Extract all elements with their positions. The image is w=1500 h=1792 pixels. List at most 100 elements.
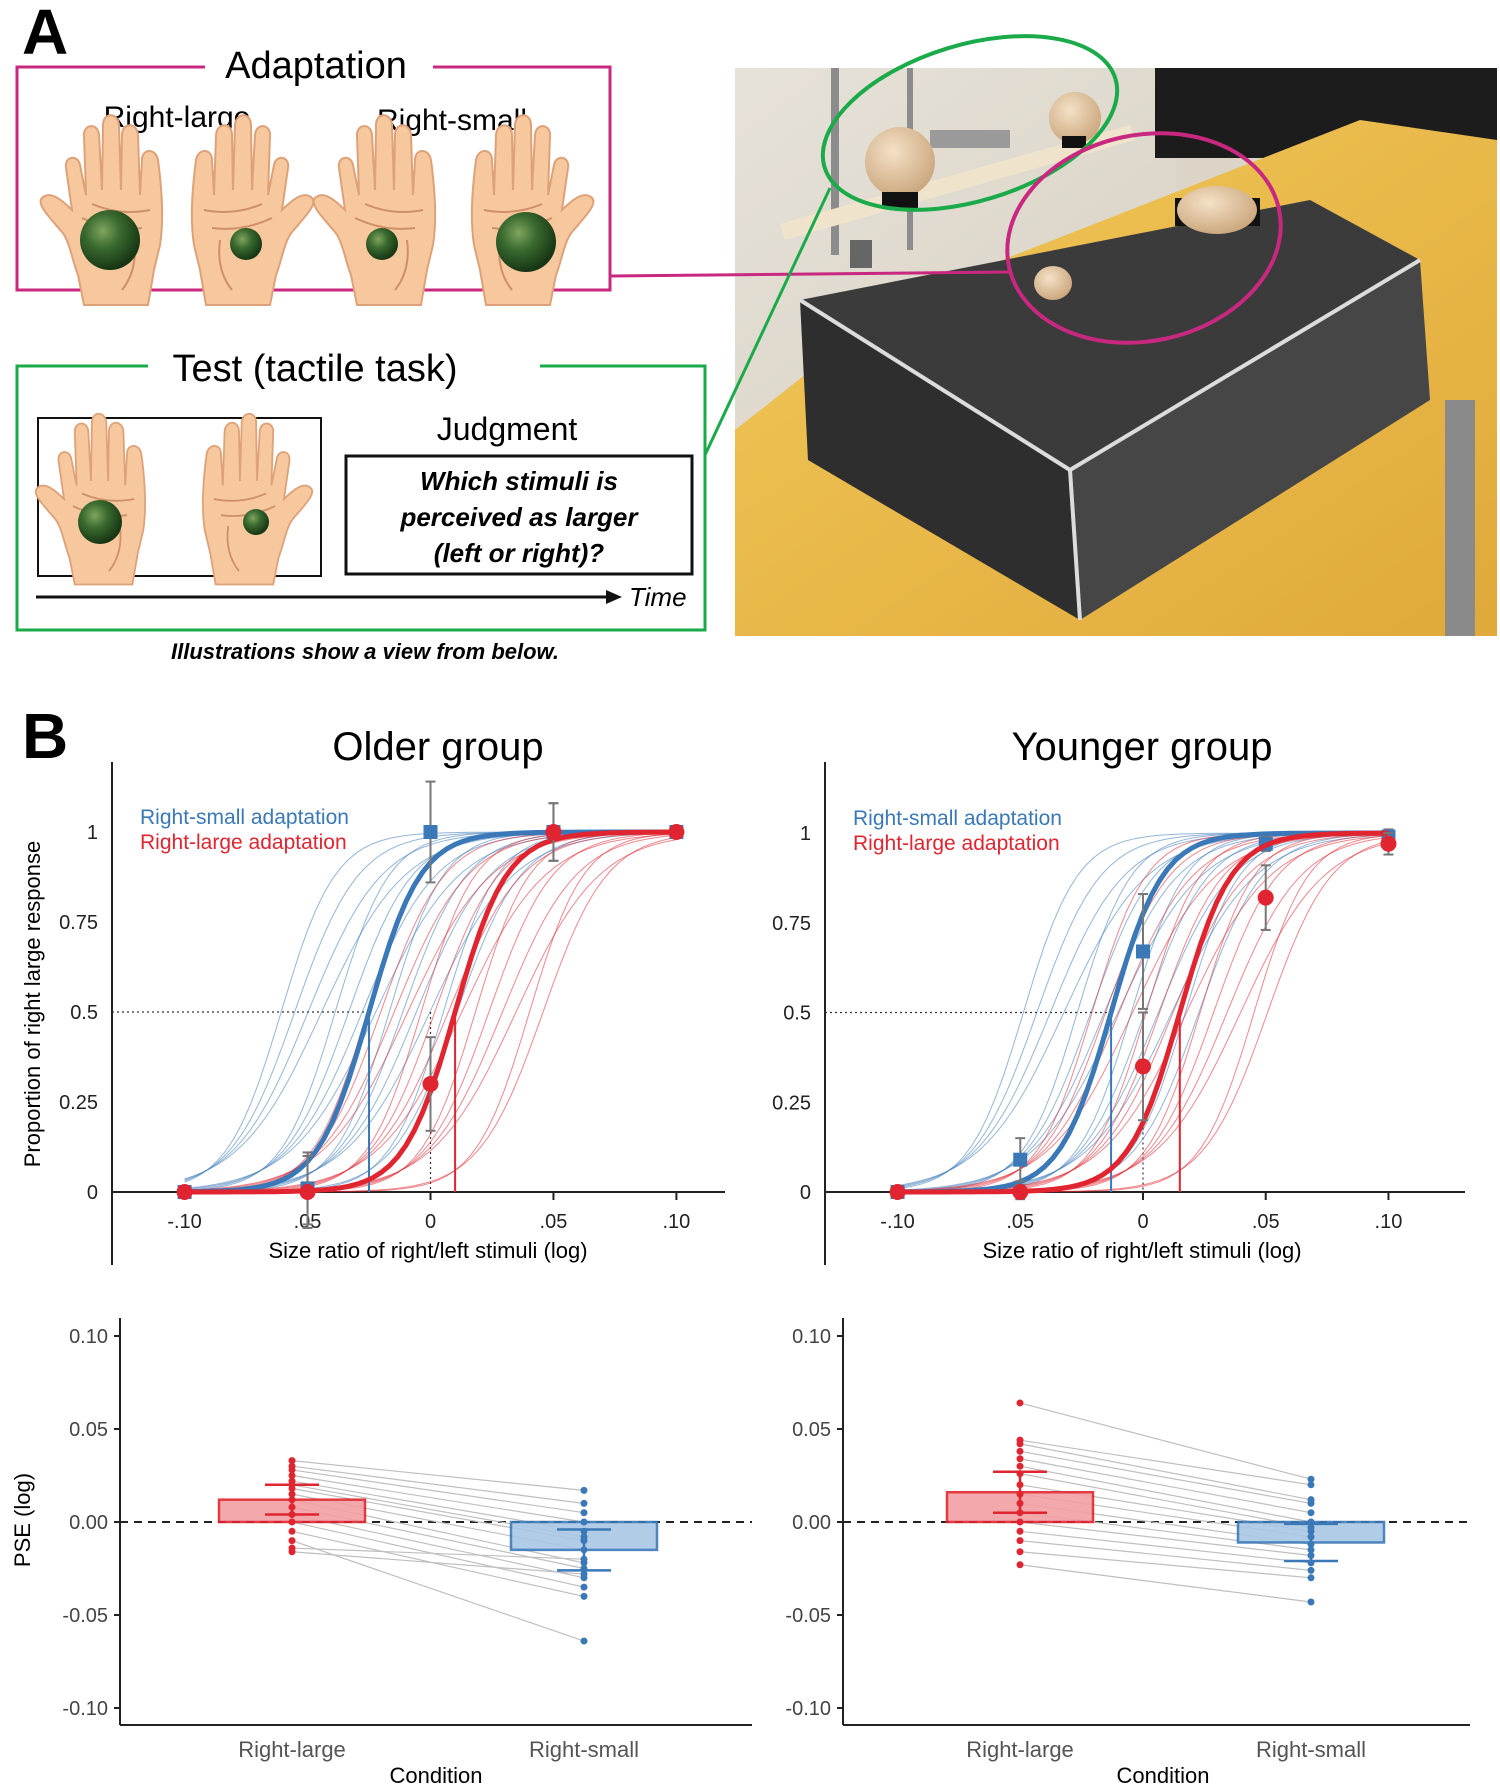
data-point-large <box>889 1184 906 1200</box>
dot-right-large <box>288 1527 296 1535</box>
individual-pair-line <box>291 1540 585 1642</box>
category-label: Right-large <box>238 1737 346 1762</box>
older-pse-plot: -0.10 -0.05 0.00 0.05 0.10 Right-large Right-s… <box>62 1318 752 1762</box>
individual-pair-line <box>1019 1473 1312 1529</box>
individual-pair-line <box>1019 1450 1312 1504</box>
dot-right-large <box>1016 1455 1024 1463</box>
dot-right-small <box>580 1570 588 1578</box>
individual-pair-line <box>291 1474 585 1523</box>
individual-curve-small <box>897 832 1389 1190</box>
x-tick-label: .10 <box>663 1211 691 1233</box>
younger-pse-plot: -0.10 -0.05 0.00 0.05 0.10 Right-large Right-s… <box>785 1318 1470 1762</box>
older-group-title: Older group <box>332 725 543 769</box>
illustration-caption: Illustrations show a view from below. <box>171 639 559 664</box>
individual-pair-line <box>1019 1521 1312 1557</box>
individual-pair-line <box>1019 1439 1312 1486</box>
hand-icon-test-2 <box>201 412 314 586</box>
data-point-large <box>545 824 562 840</box>
dot-right-large <box>288 1511 296 1519</box>
dot-right-small <box>1307 1546 1315 1554</box>
bar-x-label-younger: Condition <box>1117 1763 1210 1788</box>
dot-right-large <box>1016 1481 1024 1489</box>
adaptation-title: Adaptation <box>225 45 407 87</box>
dot-right-large <box>1016 1537 1024 1545</box>
x-tick-label: -.10 <box>880 1211 914 1233</box>
category-label: Right-large <box>966 1737 1074 1762</box>
individual-pair-line <box>291 1551 585 1575</box>
individual-pair-line <box>291 1460 585 1491</box>
individual-pair-line <box>291 1513 585 1579</box>
dot-right-large <box>1016 1470 1024 1478</box>
dot-right-small <box>580 1637 588 1645</box>
judgment-title: Judgment <box>437 411 578 447</box>
dot-right-large <box>1016 1499 1024 1507</box>
hand-icon-adapt-3 <box>312 114 437 306</box>
x-tick-label: -.10 <box>167 1211 201 1233</box>
dot-right-large <box>1016 1440 1024 1448</box>
dot-right-large <box>288 1503 296 1511</box>
panel-b-letter: B <box>22 700 68 772</box>
dot-right-large <box>288 1481 296 1489</box>
y-tick-label: 0 <box>800 1182 811 1204</box>
fit-curve-large <box>897 830 1389 1195</box>
younger-group-title: Younger group <box>1012 725 1273 769</box>
time-label: Time <box>629 582 687 612</box>
individual-pair-line <box>1019 1458 1312 1514</box>
x-tick-label: 0 <box>425 1211 436 1233</box>
adaptation-connector <box>609 270 1010 278</box>
adaptation-frame: Adaptation Right-large Right-small <box>15 45 612 306</box>
hand-icon-test-1 <box>34 412 147 586</box>
dot-right-large <box>1016 1399 1024 1407</box>
y-tick-label: 0.25 <box>59 1092 98 1114</box>
dot-right-small <box>1307 1509 1315 1517</box>
y-tick-label: 0.05 <box>792 1419 831 1441</box>
data-point-small <box>1136 944 1150 959</box>
individual-pair-line <box>291 1530 585 1597</box>
dot-right-small <box>580 1583 588 1591</box>
y-tick-label: 0 <box>87 1182 98 1204</box>
older-curve-plot: 00.250.50.751-.10.05 0.05.10 <box>59 762 725 1265</box>
individual-pair-line <box>1019 1530 1312 1564</box>
dot-right-small <box>580 1565 588 1572</box>
dot-right-small <box>1307 1533 1315 1541</box>
dot-right-large <box>1016 1490 1024 1498</box>
x-tick-label: .05 <box>1252 1211 1280 1233</box>
dot-right-small <box>1307 1481 1315 1489</box>
y-tick-label: 0.5 <box>783 1003 811 1025</box>
individual-pair-line <box>291 1547 585 1560</box>
bar-y-label: PSE (log) <box>10 1473 35 1567</box>
dot-right-small <box>580 1486 588 1494</box>
dot-right-large <box>288 1472 296 1479</box>
data-point-small <box>423 825 438 839</box>
x-tick-label: .05 <box>1006 1211 1034 1233</box>
test-connector <box>703 187 832 456</box>
bar-x-label-older: Condition <box>390 1763 483 1788</box>
data-point-large <box>422 1076 439 1092</box>
legend-large-older: Right-large adaptation <box>140 831 347 854</box>
dot-right-large <box>1016 1462 1024 1470</box>
curve-x-label-younger: Size ratio of right/left stimuli (log) <box>982 1238 1301 1263</box>
y-tick-label: 0.25 <box>772 1092 811 1114</box>
question-line-2: perceived as larger <box>399 502 639 532</box>
hand-icon-adapt-2 <box>190 114 315 306</box>
data-point-large <box>299 1184 316 1200</box>
dot-right-large <box>288 1490 296 1498</box>
dot-right-small <box>580 1499 588 1507</box>
dot-right-large <box>288 1518 296 1526</box>
y-tick-label: -0.05 <box>785 1605 831 1627</box>
y-tick-label: -0.10 <box>62 1698 108 1720</box>
category-label: Right-small <box>1256 1737 1366 1762</box>
y-tick-label: 0.00 <box>792 1512 831 1534</box>
hand-icon-adapt-1 <box>39 114 164 306</box>
individual-curve-large <box>184 839 677 1193</box>
y-tick-label: 0.75 <box>772 913 811 935</box>
dot-right-small <box>580 1533 588 1541</box>
question-line-1: Which stimuli is <box>420 466 618 496</box>
panel-a-letter: A <box>22 0 68 68</box>
individual-pair-line <box>291 1521 585 1588</box>
data-point-large <box>176 1184 193 1200</box>
individual-pair-line <box>1019 1564 1312 1603</box>
individual-pair-line <box>291 1465 585 1504</box>
y-tick-label: 0.00 <box>69 1512 108 1534</box>
